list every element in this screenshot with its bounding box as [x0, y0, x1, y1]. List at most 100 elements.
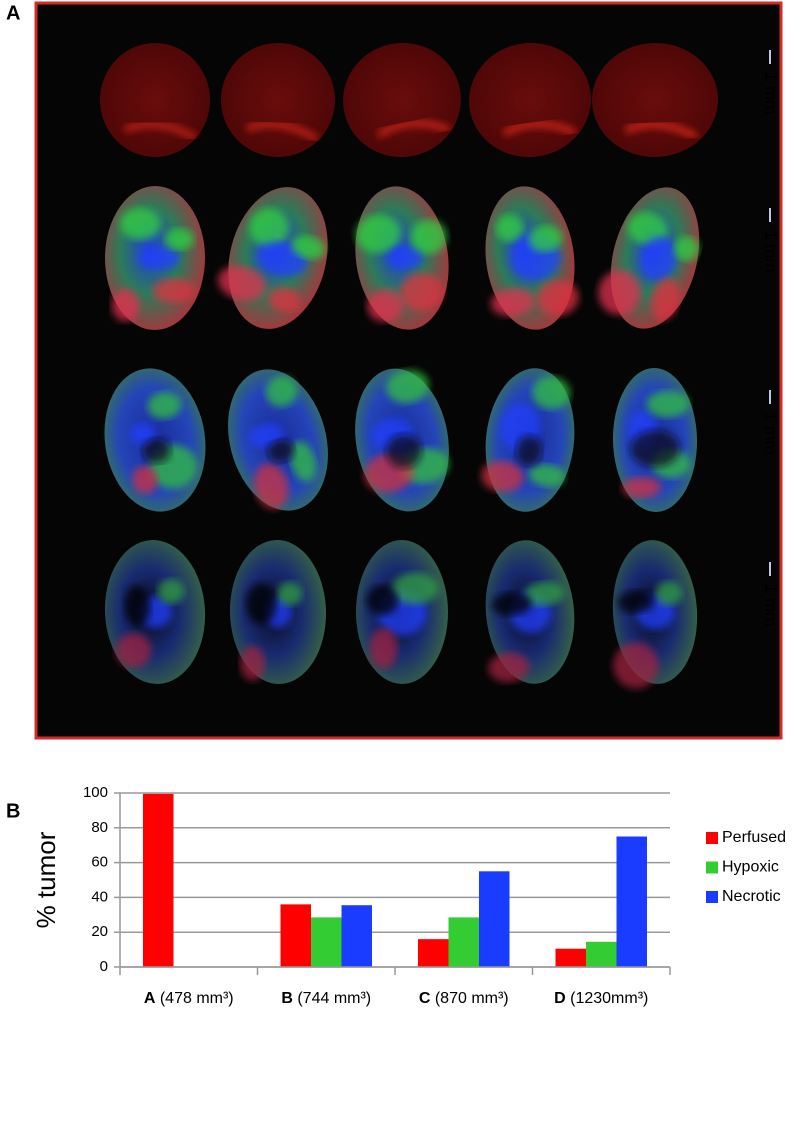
- legend-swatch: [706, 832, 718, 844]
- bar: [616, 836, 647, 967]
- stain-region: [290, 441, 317, 482]
- stain-region: [355, 214, 402, 254]
- stain-region: [138, 246, 181, 270]
- tumor-section: [592, 42, 718, 158]
- stain-region: [248, 423, 284, 448]
- stain-region: [613, 642, 659, 689]
- stain-region: [674, 236, 700, 261]
- scale-label: 1 mm: [762, 412, 781, 455]
- tumor-image: [104, 186, 206, 330]
- stain-region: [651, 278, 680, 320]
- bar: [280, 904, 311, 967]
- stain-region: [387, 246, 425, 269]
- stain-region: [369, 628, 398, 669]
- stain-region: [399, 272, 443, 312]
- stain-region: [481, 460, 524, 492]
- stain-region: [622, 476, 661, 498]
- bar: [586, 941, 617, 967]
- tumor-image: [343, 42, 461, 158]
- stain-region: [532, 376, 571, 410]
- legend-label: Hypoxic: [722, 859, 779, 876]
- scale-label: 1 mm: [762, 72, 781, 115]
- tumor-image: [355, 540, 449, 684]
- panel-label: B: [6, 800, 20, 822]
- x-tick-label: B (744 mm³): [281, 990, 371, 1007]
- tumor-image: [469, 42, 591, 158]
- y-axis-label: % tumor: [31, 831, 61, 928]
- stain-region: [142, 438, 171, 464]
- stain-region: [291, 235, 326, 259]
- stain-region: [130, 422, 156, 445]
- stain-region: [124, 585, 151, 627]
- panel-label: A: [6, 2, 20, 24]
- tumor-section: [343, 42, 461, 158]
- y-tick-label: 100: [83, 784, 108, 801]
- tumor-images: 1 mm 1 mm 1 mm 1 mm: [99, 42, 781, 689]
- tumor-image: [485, 186, 579, 330]
- stain-region: [536, 280, 579, 316]
- stain-region: [157, 579, 185, 604]
- legend-label: Perfused: [722, 829, 786, 846]
- perfusion-streak: [123, 121, 197, 141]
- stain-region: [152, 278, 196, 303]
- stain-region: [617, 590, 655, 613]
- tumor-image: [99, 43, 211, 157]
- y-tick-label: 40: [91, 888, 108, 905]
- scale-label: 1 mm: [762, 230, 781, 273]
- stain-region: [646, 390, 690, 418]
- stain-region: [655, 581, 683, 606]
- stain-region: [495, 214, 524, 242]
- tumor-image: [229, 540, 327, 684]
- tumor-image: [598, 187, 700, 329]
- y-tick-label: 0: [100, 958, 108, 975]
- stain-region: [524, 581, 565, 606]
- tumor-image: [355, 186, 449, 330]
- stain-region: [516, 435, 542, 466]
- perfusion-streak: [502, 120, 576, 137]
- stain-region: [249, 208, 289, 248]
- tumor-image: [612, 368, 698, 512]
- y-tick-label: 80: [91, 819, 108, 836]
- bar: [341, 905, 372, 967]
- stain-region: [410, 219, 447, 254]
- x-tick-label: A (478 mm³): [144, 990, 234, 1007]
- stain-region: [165, 228, 195, 250]
- stain-region: [111, 289, 140, 322]
- tumor-image: [104, 540, 206, 684]
- bar-chart: 0 20 40 60 80 100 % tumor A (478 mm³) B (744 mm³…: [31, 784, 786, 1007]
- bar: [555, 948, 586, 967]
- stain-region: [240, 645, 265, 681]
- stain-region: [392, 572, 439, 605]
- stain-region: [132, 465, 158, 494]
- bar: [448, 917, 479, 967]
- y-tick-label: 20: [91, 923, 108, 940]
- x-tick-label: D (1230mm³): [554, 990, 648, 1007]
- stain-region: [367, 289, 404, 322]
- tumor-image: [221, 43, 335, 157]
- tumor-image: [228, 369, 328, 511]
- bar: [418, 939, 449, 967]
- stain-region: [277, 582, 303, 606]
- stain-region: [253, 463, 289, 509]
- bar: [311, 917, 342, 967]
- bar: [143, 793, 174, 967]
- bar: [479, 871, 510, 967]
- stain-region: [245, 583, 277, 624]
- tumor-image: [104, 368, 206, 512]
- perfusion-streak: [376, 120, 450, 138]
- tumor-image: [355, 368, 449, 512]
- stain-region: [217, 265, 267, 301]
- stain-region: [598, 270, 641, 315]
- stain-region: [366, 585, 398, 616]
- stain-region: [528, 464, 565, 487]
- stain-region: [268, 287, 302, 313]
- stain-region: [386, 369, 429, 404]
- stain-region: [528, 225, 563, 252]
- legend-label: Necrotic: [722, 888, 781, 905]
- tumor-image: [217, 187, 328, 329]
- stain-region: [630, 430, 680, 467]
- perfusion-streak: [624, 121, 698, 140]
- stain-region: [265, 376, 298, 407]
- stain-region: [147, 392, 182, 419]
